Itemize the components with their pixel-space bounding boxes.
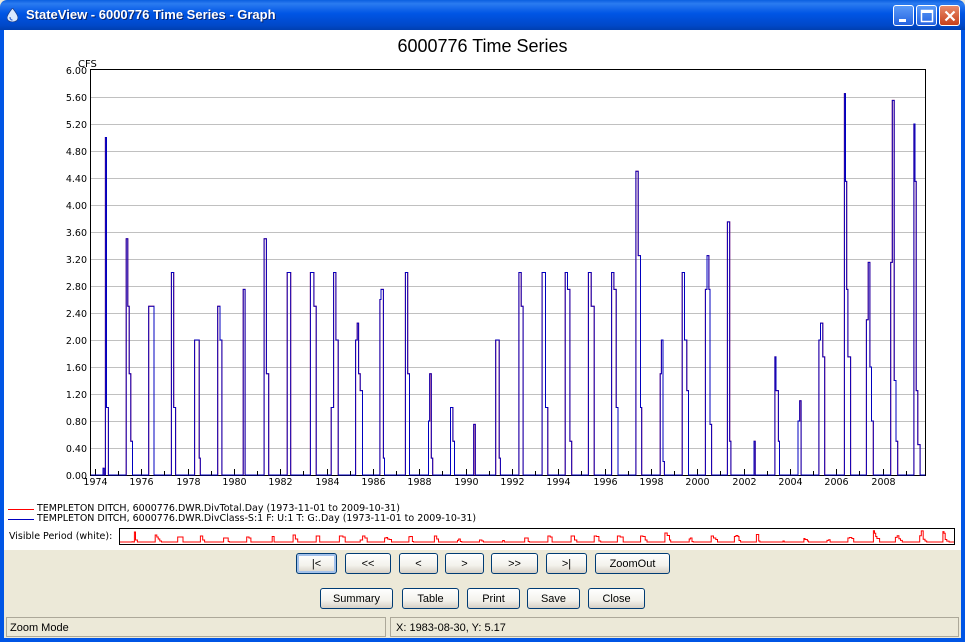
legend-swatch-blue [8, 518, 34, 520]
minimize-button[interactable] [893, 5, 914, 26]
time-series-chart[interactable]: 0.00 0.40 0.80 1.20 1.60 2.00 2.40 2.80 3.20 3.60… [0, 0, 965, 500]
x-tick-label: 1978 [176, 477, 200, 488]
chart-legend: TEMPLETON DITCH, 6000776.DWR.DivTotal.Da… [8, 504, 476, 524]
x-tick-label: 1974 [83, 477, 107, 488]
x-tick-label: 1992 [500, 477, 524, 488]
series-divclass-line [91, 93, 925, 476]
x-tick-label: 1998 [639, 477, 663, 488]
y-tick-label: 2.00 [66, 336, 87, 347]
last-button[interactable]: >| [546, 553, 587, 574]
x-tick-label: 2002 [732, 477, 756, 488]
x-tick-label: 2008 [871, 477, 895, 488]
legend-swatch-red [8, 508, 34, 510]
status-mode: Zoom Mode [6, 617, 386, 637]
next-button[interactable]: > [445, 553, 484, 574]
print-button[interactable]: Print [467, 588, 520, 609]
close-icon [944, 10, 956, 22]
close-button[interactable]: Close [588, 588, 645, 609]
legend-item-divclass: TEMPLETON DITCH, 6000776.DWR.DivClass-S:… [8, 514, 476, 524]
y-tick-label: 0.40 [66, 444, 87, 455]
visible-period-label: Visible Period (white): [9, 531, 113, 542]
y-tick-label: 0.00 [66, 471, 87, 482]
y-tick-label: 4.80 [66, 147, 87, 158]
x-tick-label: 1986 [361, 477, 385, 488]
status-coordinates: X: 1983-08-30, Y: 5.17 [390, 617, 959, 637]
x-tick-label: 1988 [407, 477, 431, 488]
first-button[interactable]: |< [296, 553, 337, 574]
x-tick-label: 2004 [778, 477, 802, 488]
y-tick-label: 2.40 [66, 309, 87, 320]
x-tick-label: 1990 [454, 477, 478, 488]
y-tick-label: 2.80 [66, 282, 87, 293]
save-button[interactable]: Save [527, 588, 580, 609]
y-tick-label: 3.20 [66, 255, 87, 266]
x-tick-label: 2000 [685, 477, 709, 488]
overview-sparkline [120, 530, 954, 543]
y-tick-label: 4.40 [66, 174, 87, 185]
table-button[interactable]: Table [402, 588, 459, 609]
overview-series [120, 530, 954, 543]
legend-label-divclass: TEMPLETON DITCH, 6000776.DWR.DivClass-S:… [37, 513, 477, 524]
chart-title: 6000776 Time Series [397, 36, 568, 56]
chart-gridlines [91, 97, 925, 449]
page-forward-button[interactable]: >> [491, 553, 538, 574]
y-tick-label: 5.60 [66, 93, 87, 104]
x-tick-label: 2006 [824, 477, 848, 488]
maximize-icon [920, 9, 934, 23]
legend-item-divtotal: TEMPLETON DITCH, 6000776.DWR.DivTotal.Da… [8, 504, 476, 514]
water-drop-icon [7, 8, 18, 22]
maximize-button[interactable] [916, 5, 937, 26]
legend-label-divtotal: TEMPLETON DITCH, 6000776.DWR.DivTotal.Da… [37, 503, 400, 514]
y-tick-label: 5.20 [66, 120, 87, 131]
x-tick-label: 1982 [268, 477, 292, 488]
page-back-button[interactable]: << [345, 553, 391, 574]
y-axis-ticks: 0.00 0.40 0.80 1.20 1.60 2.00 2.40 2.80 3.20 3.60… [66, 66, 87, 482]
zoom-out-button[interactable]: ZoomOut [595, 553, 670, 574]
y-tick-label: 6.00 [66, 66, 87, 77]
x-axis-ticks: 1974 1976 1978 1980 1982 1984 1986 1988 1990 1992… [83, 469, 896, 488]
plot-area-border [90, 69, 926, 476]
y-tick-label: 1.20 [66, 390, 87, 401]
window-titlebar[interactable]: StateView - 6000776 Time Series - Graph [0, 0, 965, 30]
x-tick-label: 1984 [315, 477, 339, 488]
window-title: StateView - 6000776 Time Series - Graph [26, 7, 276, 22]
x-tick-label: 1976 [129, 477, 153, 488]
summary-button[interactable]: Summary [320, 588, 393, 609]
y-tick-label: 0.80 [66, 417, 87, 428]
x-tick-label: 1996 [593, 477, 617, 488]
x-tick-label: 1994 [546, 477, 570, 488]
window-frame [0, 30, 965, 642]
y-axis-label: CFS [78, 59, 97, 70]
x-axis-minor-ticks [118, 471, 907, 475]
visible-period-overview[interactable] [119, 528, 955, 545]
x-tick-label: 1980 [222, 477, 246, 488]
previous-button[interactable]: < [399, 553, 438, 574]
y-tick-label: 4.00 [66, 201, 87, 212]
close-window-button[interactable] [939, 5, 960, 26]
minimize-icon [899, 19, 906, 22]
y-tick-label: 1.60 [66, 363, 87, 374]
y-tick-label: 3.60 [66, 228, 87, 239]
